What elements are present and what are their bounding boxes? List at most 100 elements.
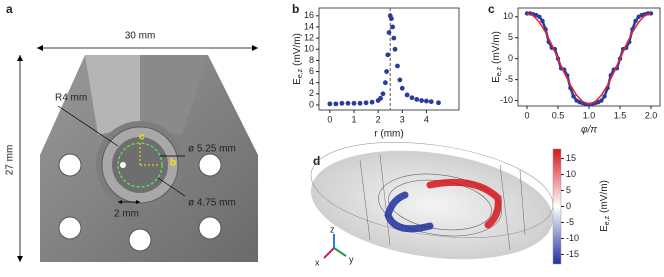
y-tick-label: 10 — [503, 11, 513, 21]
colorbar-tick-label: 5 — [566, 185, 571, 195]
data-point — [357, 100, 363, 106]
x-tick-label: 1 — [351, 114, 356, 124]
data-point — [424, 98, 429, 104]
marker-label: c — [139, 132, 145, 143]
data-point — [540, 18, 545, 24]
data-point — [385, 52, 391, 58]
data-point — [384, 69, 389, 74]
cad-part — [17, 45, 258, 262]
x-tick-label: 2.0 — [645, 110, 658, 120]
data-point — [602, 94, 607, 99]
data-point — [571, 94, 576, 99]
y-axis-label: e,z — [496, 66, 503, 76]
y-axis-label: E — [491, 76, 502, 83]
data-point — [419, 98, 424, 103]
data-point — [395, 63, 400, 69]
data-point — [404, 92, 410, 98]
dimension-label: R4 mm — [55, 93, 87, 104]
x-tick-label: 0 — [327, 114, 332, 124]
y-tick-label: 6 — [309, 66, 314, 76]
colorbar-label: e,z — [604, 215, 611, 225]
y-tick-label: -5 — [505, 74, 513, 84]
dimension-label: 2 mm — [114, 209, 139, 220]
colorbar-label: E — [599, 225, 610, 232]
y-tick-label: -10 — [500, 95, 513, 105]
y-axis-label: Ee,z (mV/m) — [491, 31, 503, 83]
y-tick-label: 14 — [304, 21, 314, 31]
x-tick-label: 0.5 — [552, 110, 565, 120]
panel-label: a — [6, 2, 13, 16]
dimension-label: 27 mm — [5, 145, 16, 176]
x-tick-label: 1.0 — [583, 110, 596, 120]
data-point — [392, 46, 398, 52]
data-point — [414, 97, 420, 102]
y-tick-label: 0 — [309, 99, 314, 109]
dimension-label: ø 4.75 mm — [188, 198, 236, 209]
data-point — [327, 101, 333, 107]
data-point — [397, 77, 403, 83]
y-tick-label: 12 — [304, 32, 314, 42]
y-axis-label: e,z — [297, 68, 304, 78]
data-point — [428, 99, 434, 105]
y-tick-label: 10 — [304, 44, 314, 54]
panel-label: b — [292, 2, 299, 16]
data-point — [409, 95, 415, 101]
y-axis-label: (mV/m) — [491, 31, 502, 64]
colorbar-label: Ee,z (mV/m) — [599, 180, 611, 232]
y-tick-label: 0 — [508, 53, 513, 63]
x-axis-label: φ/π — [581, 125, 597, 136]
data-point — [351, 100, 357, 106]
data-point — [378, 95, 383, 101]
data-line — [526, 12, 652, 107]
data-point — [339, 100, 345, 106]
colorbar-tick-label: -5 — [566, 217, 574, 227]
data-point — [436, 100, 441, 106]
y-axis-label: (mV/m) — [292, 33, 303, 66]
y-axis-label: E — [292, 78, 303, 85]
axis-label: y — [349, 254, 354, 264]
data-line — [526, 12, 652, 105]
x-tick-label: 2 — [376, 114, 381, 124]
x-tick-label: 4 — [424, 114, 429, 124]
colorbar-tick-label: 15 — [566, 153, 576, 163]
y-tick-label: 2 — [309, 88, 314, 98]
x-tick-label: 3 — [400, 114, 405, 124]
colorbar-tick-label: 0 — [566, 201, 571, 211]
data-point — [391, 35, 397, 41]
dimension-label: ø 5.25 mm — [188, 144, 236, 155]
colorbar-tick-label: -15 — [566, 249, 579, 259]
x-tick-label: 0 — [524, 110, 529, 120]
axis-label: z — [330, 224, 335, 234]
data-point — [369, 99, 375, 105]
panel-label: c — [488, 2, 495, 16]
panel-label: d — [313, 154, 320, 168]
axis-label: x — [315, 257, 320, 267]
data-point — [380, 91, 386, 97]
x-tick-label: 1.5 — [614, 110, 627, 120]
data-point — [382, 80, 388, 86]
y-tick-label: 5 — [508, 32, 513, 42]
simulation-render — [310, 142, 554, 260]
data-point — [389, 16, 394, 21]
y-axis-label: Ee,z (mV/m) — [292, 33, 304, 85]
data-point — [333, 101, 339, 107]
data-point — [599, 98, 604, 103]
data-point — [345, 100, 351, 106]
data-point — [537, 14, 542, 19]
y-tick-label: 4 — [309, 77, 314, 87]
y-tick-label: 8 — [309, 55, 314, 65]
data-point — [386, 30, 392, 35]
data-point — [399, 85, 405, 91]
marker-label: b — [170, 158, 176, 169]
data-point — [390, 24, 396, 30]
y-tick-label: 16 — [304, 10, 314, 20]
colorbar-tick-label: -10 — [566, 233, 579, 243]
colorbar — [552, 148, 562, 265]
x-axis-label: r (mm) — [374, 129, 403, 140]
plot-frame — [318, 7, 460, 111]
colorbar-tick-label: 10 — [566, 169, 576, 179]
data-point — [633, 18, 638, 24]
data-point — [363, 100, 369, 106]
colorbar-label: (mV/m) — [599, 180, 610, 213]
